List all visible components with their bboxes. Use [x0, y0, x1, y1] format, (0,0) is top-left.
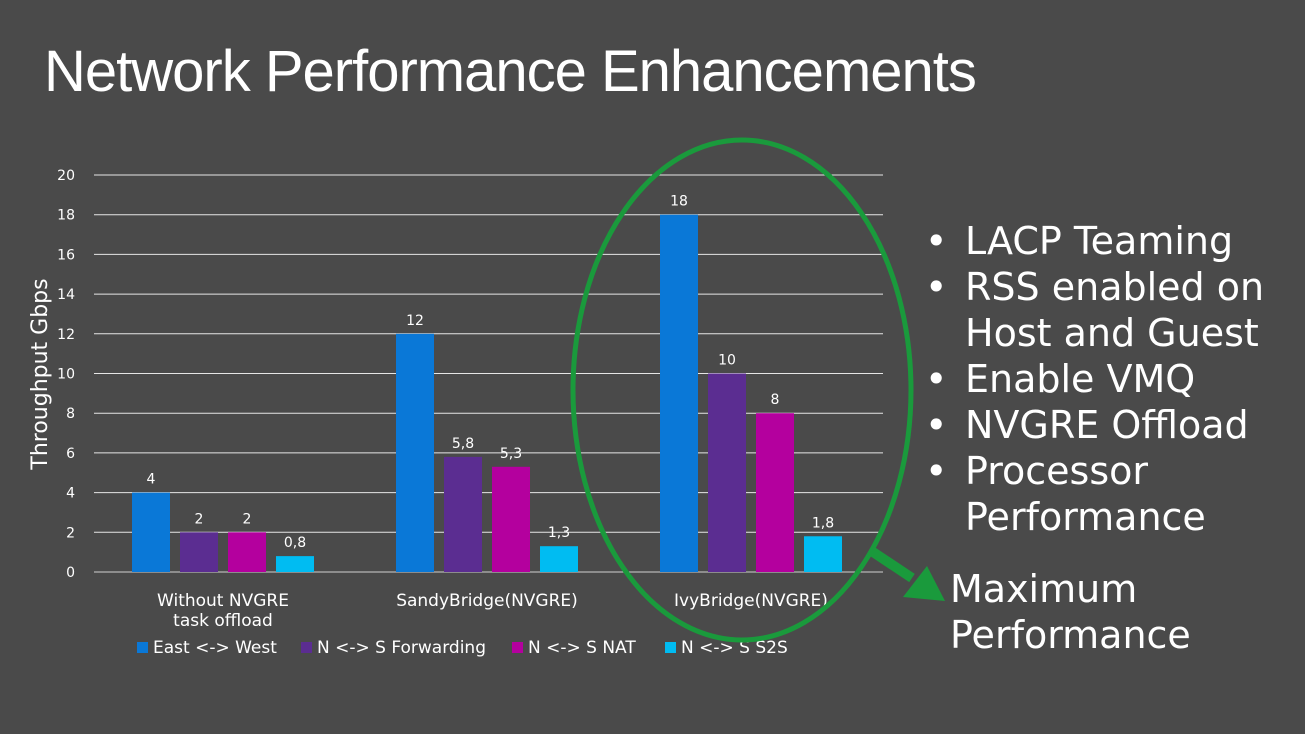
- data-label: 12: [406, 313, 424, 329]
- bullet-item: Processor: [925, 448, 1264, 494]
- bar: [708, 373, 746, 572]
- legend-swatch: [665, 642, 676, 653]
- legend-swatch: [512, 642, 523, 653]
- legend-swatch: [301, 642, 312, 653]
- bar: [660, 214, 698, 572]
- bullet-item: RSS enabled on: [925, 264, 1264, 310]
- data-label: 1,8: [812, 515, 834, 531]
- legend-label: East <-> West: [153, 638, 277, 658]
- data-label: 18: [670, 194, 688, 210]
- legend-item: N <-> S S2S: [665, 638, 788, 658]
- legend: East <-> West N <-> S Forwarding N <-> S N…: [137, 638, 788, 658]
- y-tick-label: 0: [66, 565, 75, 581]
- data-labels: 4 12 18 2 5,8 10 2 5,3 8 0,8 1,3 1,8: [147, 194, 835, 551]
- bar: [180, 532, 218, 572]
- y-tick-label: 4: [66, 486, 75, 502]
- y-tick-label: 16: [57, 247, 75, 263]
- gridlines: [94, 174, 883, 573]
- bullet-item: NVGRE Offload: [925, 402, 1264, 448]
- highlight-ellipse: [570, 137, 914, 643]
- y-tick-label: 6: [66, 446, 75, 462]
- legend-swatch: [137, 642, 148, 653]
- slide-title: Network Performance Enhancements: [44, 39, 977, 104]
- y-tick-label: 10: [57, 367, 75, 383]
- bar: [804, 536, 842, 572]
- bullet-item: Host and Guest: [965, 311, 1259, 355]
- y-tick-label: 12: [57, 327, 75, 343]
- legend-item: East <-> West: [137, 638, 277, 658]
- data-label: 8: [771, 392, 780, 408]
- y-tick-labels: 0 2 4 6 8 10 12 14 16 18 20: [57, 168, 75, 581]
- bullet-item: Performance: [965, 495, 1206, 539]
- x-tick-label: Without NVGRE: [157, 591, 289, 611]
- data-label: 10: [718, 353, 736, 369]
- bar: [228, 532, 266, 572]
- x-tick-label: task offload: [173, 611, 273, 631]
- bar: [492, 466, 530, 572]
- x-tick-label: IvyBridge(NVGRE): [674, 591, 828, 611]
- bar: [444, 456, 482, 572]
- callout-arrow-icon: [867, 545, 945, 601]
- legend-label: N <-> S S2S: [681, 638, 788, 658]
- bar: [756, 413, 794, 572]
- data-label: 5,8: [452, 436, 474, 452]
- x-tick-label: SandyBridge(NVGRE): [396, 591, 578, 611]
- bullet-item: LACP Teaming: [925, 218, 1264, 264]
- legend-label: N <-> S NAT: [528, 638, 636, 658]
- legend-item: N <-> S Forwarding: [301, 638, 486, 658]
- data-label: 2: [243, 511, 252, 527]
- bar: [132, 492, 170, 572]
- data-label: 5,3: [500, 446, 522, 462]
- bar: [276, 556, 314, 572]
- callout-label: Maximum Performance: [950, 566, 1191, 658]
- bullet-item: Enable VMQ: [925, 356, 1264, 402]
- y-tick-label: 18: [57, 208, 75, 224]
- callout-line-2: Performance: [950, 613, 1191, 657]
- legend-item: N <-> S NAT: [512, 638, 636, 658]
- y-tick-label: 14: [57, 287, 75, 303]
- legend-label: N <-> S Forwarding: [317, 638, 486, 658]
- data-label: 1,3: [548, 525, 570, 541]
- y-tick-label: 2: [66, 525, 75, 541]
- data-label: 4: [147, 472, 156, 488]
- callout-line-1: Maximum: [950, 567, 1138, 611]
- bar: [396, 333, 434, 572]
- data-label: 2: [195, 511, 204, 527]
- data-label: 0,8: [284, 535, 306, 551]
- bar: [540, 546, 578, 572]
- y-tick-label: 20: [57, 168, 75, 184]
- y-axis-label: Throughput Gbps: [28, 278, 53, 470]
- y-tick-label: 8: [66, 406, 75, 422]
- bars: [132, 214, 842, 572]
